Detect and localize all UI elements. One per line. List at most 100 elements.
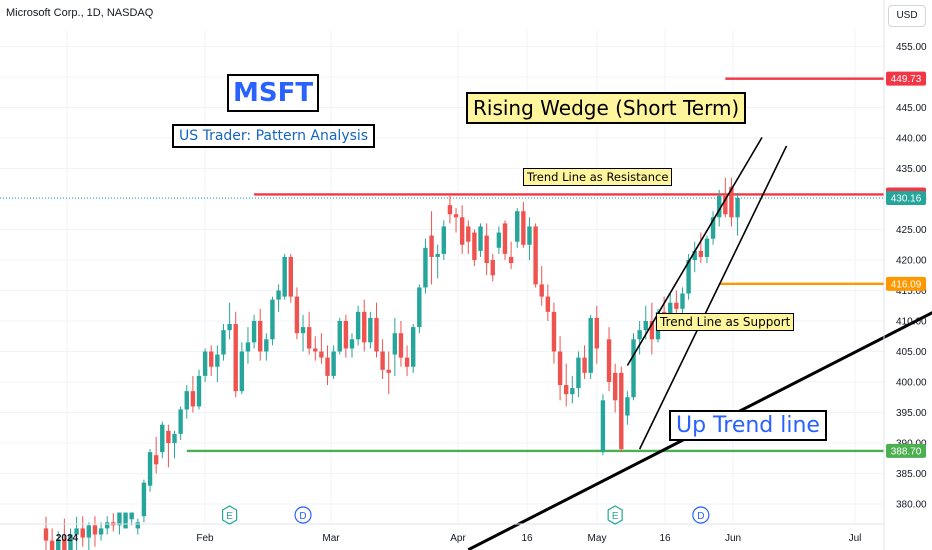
candle — [295, 287, 299, 339]
candle — [123, 513, 127, 529]
candle-body — [435, 254, 439, 257]
candle — [472, 230, 476, 267]
candle — [105, 516, 109, 534]
candle-body — [674, 303, 678, 309]
candle — [564, 364, 568, 407]
candle — [99, 522, 103, 540]
candle — [552, 303, 556, 364]
candle-body — [411, 327, 415, 367]
candle-body — [356, 312, 360, 339]
candle — [637, 321, 641, 355]
candle-body — [527, 226, 531, 244]
price-tag-label: 449.73 — [891, 74, 922, 85]
price-tag: 416.09 — [886, 277, 926, 291]
candle-body — [521, 211, 525, 245]
candle-body — [582, 358, 586, 373]
candle — [356, 306, 360, 346]
y-tick-label: 435.00 — [896, 164, 927, 175]
candle-body — [117, 513, 121, 526]
candle-body — [129, 513, 133, 520]
candle-body — [491, 260, 495, 275]
candle — [178, 406, 182, 440]
candle-body — [442, 226, 446, 253]
candle — [246, 327, 250, 364]
candle-body — [497, 233, 501, 248]
candle — [429, 211, 433, 284]
candle — [313, 336, 317, 360]
y-tick-label: 420.00 — [896, 256, 927, 267]
candle-body — [197, 376, 201, 407]
candle-body — [484, 236, 488, 263]
candle — [576, 352, 580, 398]
candle — [442, 220, 446, 260]
price-tag-label: 388.70 — [891, 446, 922, 457]
candle-body — [546, 297, 550, 312]
candle-body — [503, 223, 507, 254]
candle — [435, 245, 439, 279]
support-note: Trend Line as Support — [656, 313, 794, 331]
candle-body — [264, 339, 268, 351]
candle — [595, 306, 599, 364]
candle — [527, 217, 531, 260]
candle — [558, 336, 562, 400]
candle-body — [631, 339, 635, 397]
candle — [270, 297, 274, 346]
candle — [252, 315, 256, 349]
price-tag: 388.70 — [886, 444, 926, 458]
level-lines — [0, 79, 884, 451]
y-tick-label: 455.00 — [896, 42, 927, 53]
candle — [521, 202, 525, 248]
candle-body — [276, 291, 280, 300]
price-tag-label: 430.16 — [891, 194, 922, 205]
resistance-note: Trend Line as Resistance — [523, 168, 672, 186]
earnings-marker: E — [608, 506, 622, 524]
candle-body — [240, 352, 244, 392]
candle-body — [105, 522, 109, 528]
candle — [374, 303, 378, 358]
candle-body — [552, 312, 556, 352]
candle-body — [613, 373, 617, 400]
candle-body — [350, 339, 354, 348]
candle — [460, 205, 464, 254]
candle — [650, 303, 654, 355]
candle — [607, 327, 611, 391]
candle — [307, 312, 311, 355]
candle-body — [570, 388, 574, 394]
candle — [417, 284, 421, 333]
y-tick-label: 445.00 — [896, 103, 927, 114]
x-tick-label: Mar — [322, 533, 340, 544]
candle-body — [258, 321, 262, 352]
y-tick-label: 380.00 — [896, 500, 927, 511]
candle-body — [472, 233, 476, 260]
candle-body — [417, 287, 421, 327]
candle-body — [148, 452, 152, 486]
x-tick-label: 16 — [521, 533, 533, 544]
candle-body — [399, 333, 403, 357]
candle — [282, 254, 286, 300]
candle — [478, 223, 482, 257]
candle — [44, 517, 48, 550]
candle — [258, 309, 262, 361]
candle-body — [289, 257, 293, 297]
candle-body — [160, 425, 164, 452]
uptrend-note: Up Trend line — [669, 410, 827, 441]
price-tag: 449.73 — [886, 72, 926, 86]
candle — [172, 431, 176, 458]
candle-body — [625, 397, 629, 415]
x-tick-label: 16 — [659, 533, 671, 544]
candle — [148, 449, 152, 492]
candle-body — [313, 348, 317, 351]
candle — [448, 196, 452, 223]
candle — [625, 391, 629, 425]
candle — [301, 315, 305, 352]
candle — [613, 364, 617, 413]
candle — [185, 385, 189, 419]
candle-body — [301, 327, 305, 333]
candle — [87, 522, 91, 550]
candle — [234, 312, 238, 397]
candle-body — [50, 541, 54, 550]
candle-body — [619, 373, 623, 449]
candle-body — [99, 528, 103, 534]
